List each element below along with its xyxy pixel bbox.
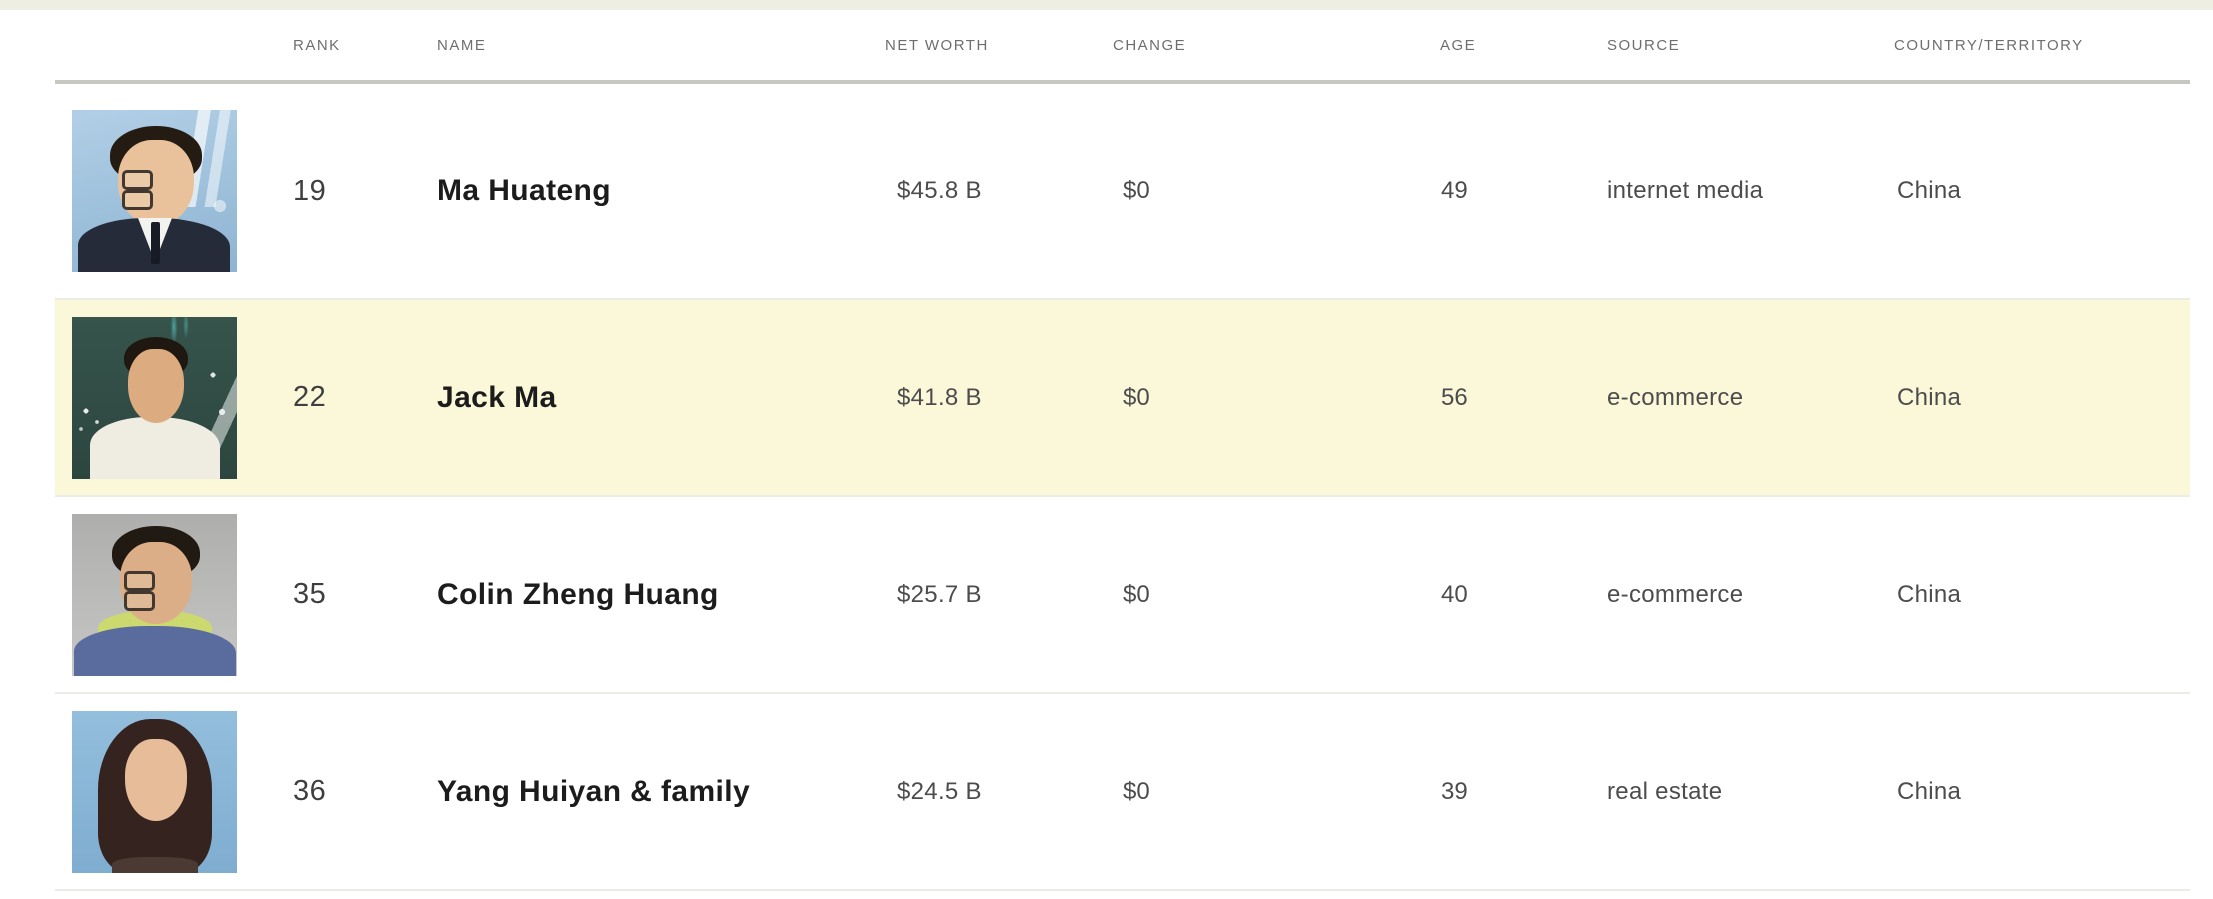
age-value: 39	[1441, 777, 1468, 805]
net-worth-value: $45.8 B	[897, 177, 982, 204]
billionaire-name-link[interactable]: Yang Huiyan & family	[437, 774, 751, 808]
column-header-net-worth[interactable]: NET WORTH	[885, 36, 989, 54]
rank-value: 35	[293, 578, 327, 610]
change-value: $0	[1123, 383, 1150, 411]
column-header-change[interactable]: CHANGE	[1113, 36, 1187, 54]
column-header-country-territory[interactable]: COUNTRY/TERRITORY	[1894, 36, 2084, 54]
rank-value: 19	[293, 174, 327, 207]
rank-value: 22	[293, 381, 327, 413]
column-header-name[interactable]: NAME	[437, 36, 487, 54]
photo-face	[118, 140, 194, 226]
net-worth-value: $41.8 B	[897, 383, 982, 411]
column-header-age[interactable]: AGE	[1440, 36, 1477, 54]
billionaires-table: RANK NAME NET WORTH CHANGE AGE SOURCE CO…	[0, 10, 2213, 891]
glasses-icon	[122, 170, 153, 210]
rank-value: 36	[293, 775, 327, 807]
net-worth-value: $25.7 B	[897, 580, 982, 608]
age-value: 40	[1441, 580, 1468, 608]
profile-photo	[72, 710, 237, 873]
glasses-icon	[124, 570, 155, 611]
table-row[interactable]: 22 Jack Ma $41.8 B $0 56 e-commerce Chin…	[55, 300, 2190, 497]
table-row[interactable]: 19 Ma Huateng $45.8 B $0 49 internet med…	[55, 84, 2190, 300]
table-row[interactable]: 36 Yang Huiyan & family $24.5 B $0 39 re…	[55, 694, 2190, 891]
column-header-rank[interactable]: RANK	[293, 36, 341, 54]
photo-torso	[112, 856, 198, 873]
photo-face	[125, 738, 187, 821]
column-header-source[interactable]: SOURCE	[1607, 36, 1681, 54]
age-value: 56	[1441, 383, 1468, 411]
source-value: e-commerce	[1607, 580, 1744, 608]
photo-torso	[74, 625, 236, 676]
billionaire-name-link[interactable]: Colin Zheng Huang	[437, 577, 719, 611]
source-value: internet media	[1607, 177, 1764, 204]
table-row[interactable]: 35 Colin Zheng Huang $25.7 B $0 40 e-com…	[55, 497, 2190, 694]
change-value: $0	[1123, 177, 1150, 204]
profile-photo	[72, 110, 237, 272]
country-value: China	[1897, 177, 1962, 204]
net-worth-value: $24.5 B	[897, 777, 982, 805]
billionaire-name-link[interactable]: Jack Ma	[437, 380, 557, 414]
country-value: China	[1897, 383, 1962, 411]
country-value: China	[1897, 777, 1962, 805]
age-value: 49	[1441, 177, 1468, 204]
photo-tie	[151, 222, 160, 264]
source-value: e-commerce	[1607, 383, 1744, 411]
change-value: $0	[1123, 777, 1150, 805]
profile-photo	[72, 513, 237, 676]
photo-face	[128, 348, 184, 423]
photo-torso	[90, 416, 220, 479]
billionaire-name-link[interactable]: Ma Huateng	[437, 174, 612, 207]
profile-photo	[72, 316, 237, 479]
country-value: China	[1897, 580, 1962, 608]
table-header: RANK NAME NET WORTH CHANGE AGE SOURCE CO…	[55, 10, 2190, 84]
source-value: real estate	[1607, 777, 1723, 805]
change-value: $0	[1123, 580, 1150, 608]
top-banner-strip	[0, 0, 2213, 10]
